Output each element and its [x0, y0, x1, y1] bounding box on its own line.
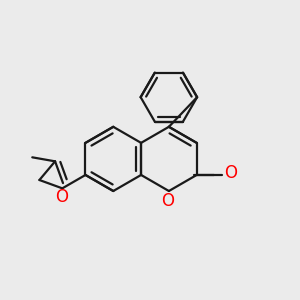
Text: O: O [55, 188, 68, 206]
Text: O: O [224, 164, 237, 182]
Text: O: O [161, 191, 174, 209]
